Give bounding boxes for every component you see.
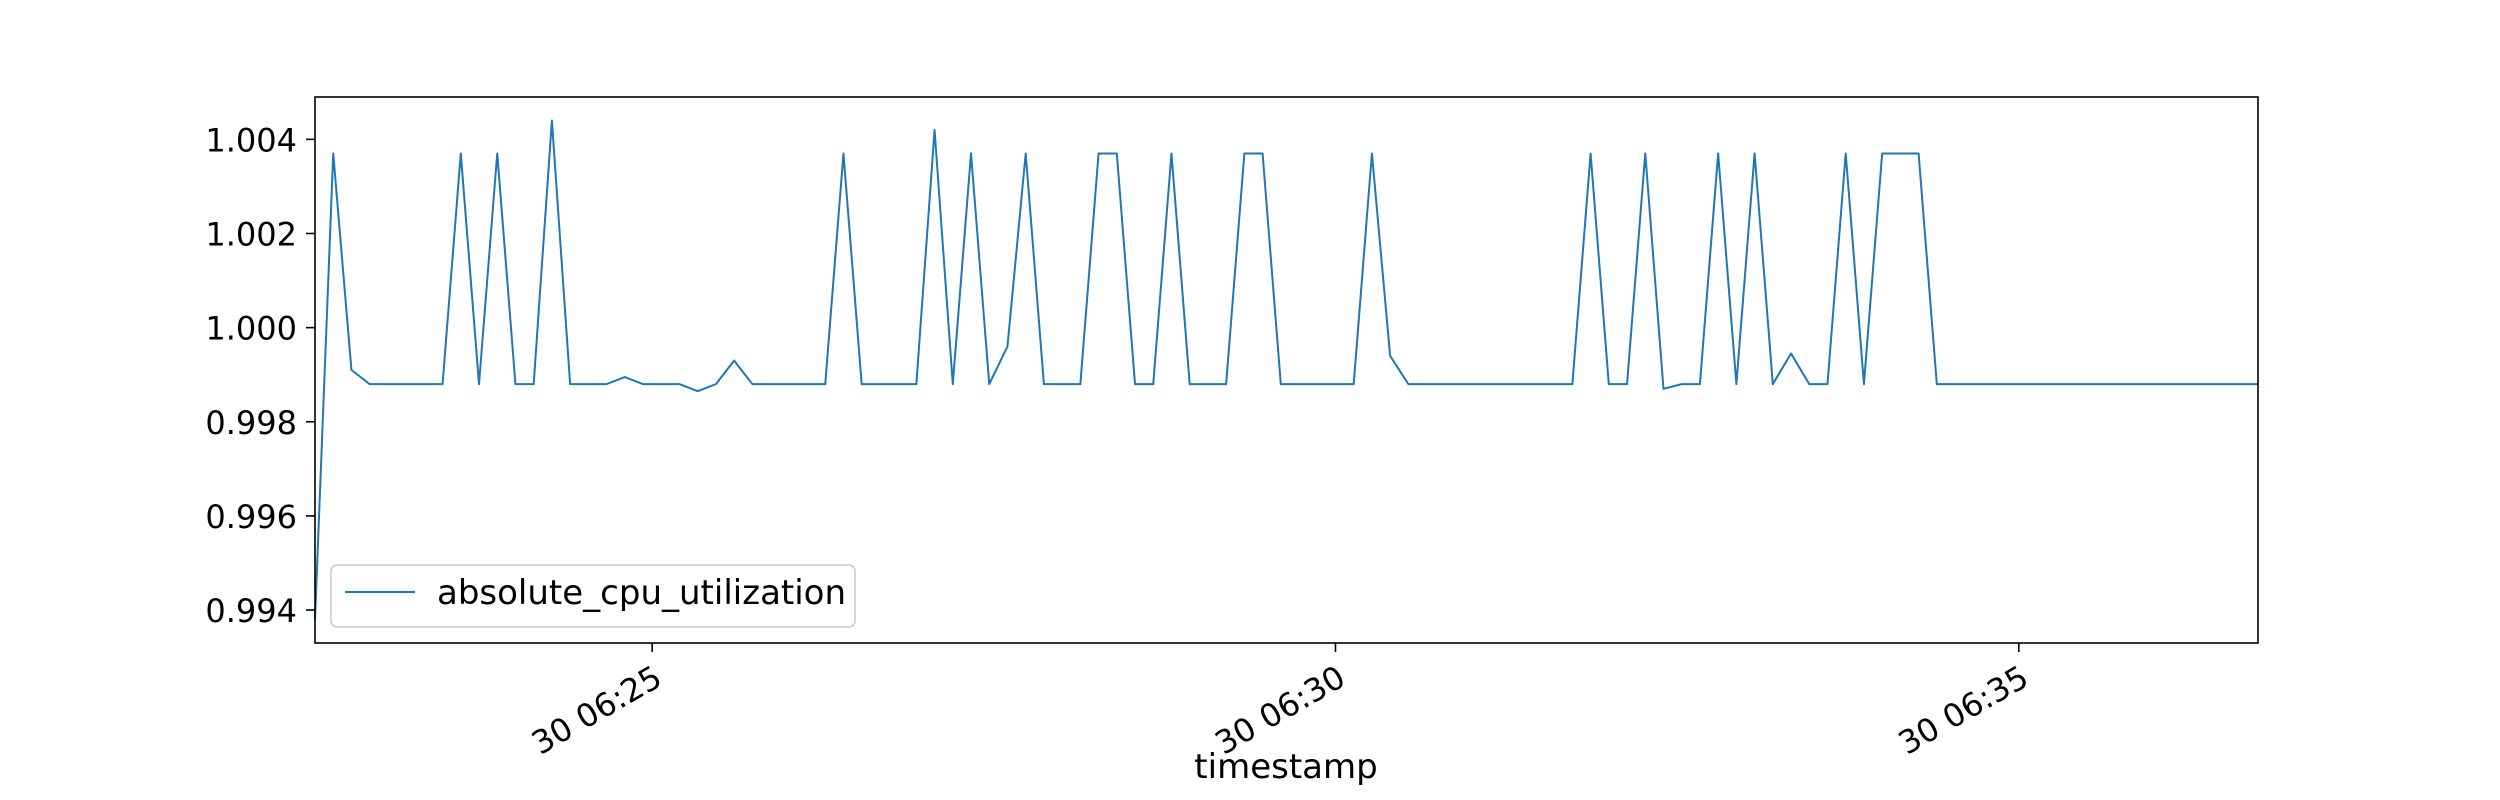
y-tick-label: 0.998 [205,404,297,442]
legend-box [330,564,856,628]
y-tick-label: 1.004 [205,121,297,159]
axes-frame [314,96,2259,644]
y-tick-label: 0.996 [205,498,297,536]
y-axis: 0.994 0.996 0.998 1.000 1.002 1.004 [205,121,315,630]
y-tick-label: 0.994 [205,592,297,630]
y-tick-label: 1.000 [205,310,297,348]
y-tick-label: 1.002 [205,216,297,254]
x-axis-label: timestamp [1194,747,1377,787]
plot-area [314,119,2258,620]
series-line [314,119,2258,620]
legend-label: absolute_cpu_utilization [437,573,846,613]
legend: absolute_cpu_utilization [330,564,856,628]
